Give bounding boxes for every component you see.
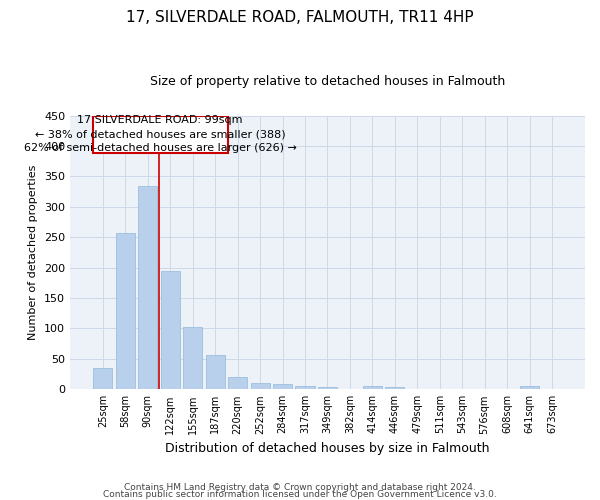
Bar — [385, 388, 404, 390]
Text: Contains public sector information licensed under the Open Government Licence v3: Contains public sector information licen… — [103, 490, 497, 499]
Bar — [251, 383, 269, 390]
Text: 17, SILVERDALE ROAD, FALMOUTH, TR11 4HP: 17, SILVERDALE ROAD, FALMOUTH, TR11 4HP — [126, 10, 474, 25]
Bar — [139, 186, 157, 390]
Bar — [161, 270, 180, 390]
Bar — [183, 326, 202, 390]
Bar — [520, 386, 539, 390]
Y-axis label: Number of detached properties: Number of detached properties — [28, 164, 38, 340]
Bar — [116, 233, 135, 390]
Bar — [363, 386, 382, 390]
Title: Size of property relative to detached houses in Falmouth: Size of property relative to detached ho… — [150, 75, 505, 88]
Bar — [318, 387, 337, 390]
Bar — [93, 116, 227, 154]
Bar — [228, 377, 247, 390]
Bar — [206, 354, 225, 390]
X-axis label: Distribution of detached houses by size in Falmouth: Distribution of detached houses by size … — [165, 442, 490, 455]
Bar — [273, 384, 292, 390]
Bar — [94, 368, 112, 390]
Bar — [295, 386, 314, 390]
Text: Contains HM Land Registry data © Crown copyright and database right 2024.: Contains HM Land Registry data © Crown c… — [124, 484, 476, 492]
Text: 17 SILVERDALE ROAD: 99sqm
← 38% of detached houses are smaller (388)
62% of semi: 17 SILVERDALE ROAD: 99sqm ← 38% of detac… — [24, 116, 296, 154]
